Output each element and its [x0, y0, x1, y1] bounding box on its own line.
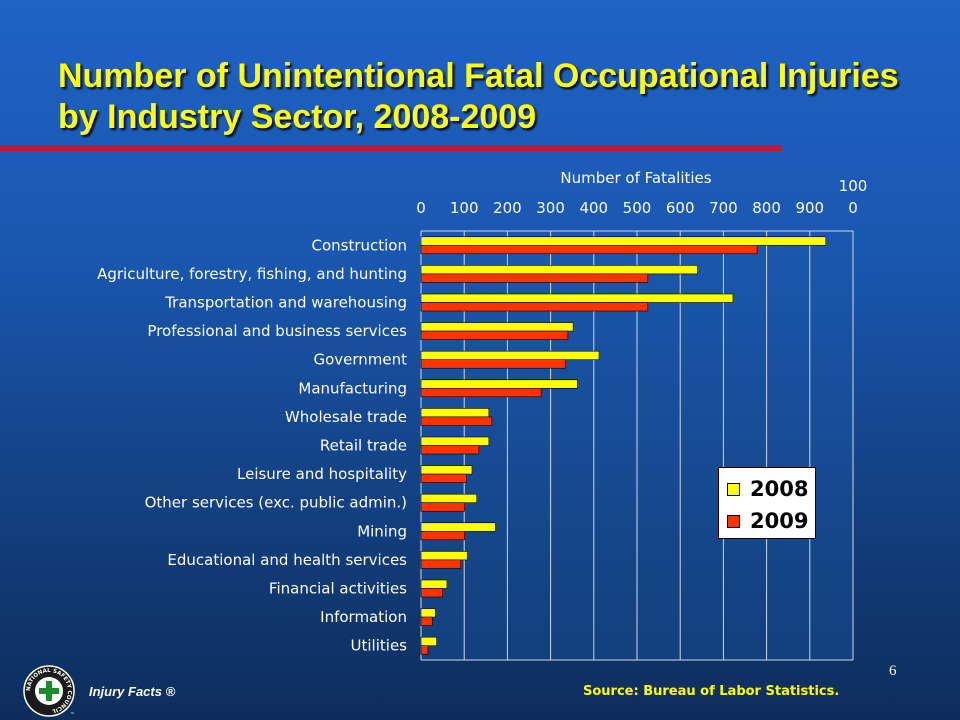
category-label: Financial activities [269, 580, 407, 598]
category-label: Government [313, 351, 407, 369]
bar-2008 [420, 408, 490, 418]
category-label: Mining [357, 522, 407, 540]
category-label: Agriculture, forestry, fishing, and hunt… [97, 265, 407, 283]
category-label: Utilities [351, 637, 408, 655]
legend: 2008 2009 [718, 467, 816, 539]
legend-item-2008: 2008 [727, 476, 808, 502]
x-tick-label: 600 [666, 199, 695, 217]
bar-2008 [420, 322, 574, 332]
title-rule [0, 145, 782, 151]
x-tick-label: 200 [493, 199, 522, 217]
x-tick-label: 300 [536, 199, 565, 217]
x-axis-title: Number of Fatalities [560, 169, 711, 187]
nsc-logo-icon: NATIONAL SAFETY COUNCIL ™ [23, 665, 75, 718]
bar-2009 [420, 502, 465, 512]
bar-2008 [420, 579, 448, 589]
bar-2009 [420, 445, 480, 455]
bar-2009 [420, 645, 429, 655]
bar-2009 [420, 245, 758, 255]
x-tick-label: 100 [450, 199, 479, 217]
legend-swatch-2009 [727, 514, 740, 528]
category-label: Retail trade [320, 437, 407, 455]
bar-2008 [420, 636, 437, 647]
bar-2008 [420, 522, 496, 532]
bar-2009 [420, 359, 567, 369]
legend-swatch-2008 [727, 482, 740, 496]
category-label: Information [320, 608, 407, 626]
legend-label-2008: 2008 [750, 477, 809, 501]
x-tick-label: 400 [579, 199, 608, 217]
x-tick-label: 0 [848, 199, 858, 217]
x-tick-label: 0 [416, 199, 426, 217]
category-label: Wholesale trade [285, 408, 407, 426]
page-number: 6 [889, 663, 897, 679]
brand-text: Injury Facts ® [89, 684, 176, 699]
bar-2008 [420, 350, 600, 361]
bar-2008 [420, 236, 827, 246]
bar-2008 [420, 265, 698, 275]
bar-2009 [420, 330, 569, 340]
category-label: Transportation and warehousing [164, 294, 407, 312]
category-label: Educational and health services [167, 551, 407, 569]
bar-2009 [420, 387, 542, 398]
bar-2009 [420, 559, 462, 569]
logo-trademark: ™ [70, 712, 75, 718]
x-tick-label: 800 [752, 199, 781, 217]
x-tick-label: 900 [795, 199, 824, 217]
bar-2009 [420, 273, 649, 283]
bar-2009 [420, 588, 443, 598]
bar-2008 [420, 293, 734, 303]
bar-2009 [420, 302, 649, 312]
category-label: Manufacturing [298, 379, 407, 397]
bar-2009 [420, 416, 493, 426]
bar-2009 [420, 530, 465, 541]
bar-2008 [420, 436, 490, 446]
category-label: Construction [311, 236, 407, 254]
bar-2008 [420, 608, 436, 618]
source-note: Source: Bureau of Labor Statistics. [583, 684, 840, 699]
category-label: Leisure and hospitality [237, 465, 407, 483]
x-tick-label: 500 [623, 199, 652, 217]
bar-2009 [420, 616, 433, 626]
category-label: Professional and business services [147, 322, 407, 340]
legend-item-2009: 2009 [727, 508, 808, 534]
legend-label-2009: 2009 [750, 509, 809, 533]
category-label: Other services (exc. public admin.) [145, 494, 407, 512]
x-tick-label: 100 [839, 177, 868, 195]
slide-title: Number of Unintentional Fatal Occupation… [58, 57, 899, 136]
bar-2008 [420, 465, 473, 475]
bar-2009 [420, 473, 467, 483]
bar-2008 [420, 493, 478, 504]
bar-2008 [420, 551, 468, 561]
bar-2008 [420, 379, 578, 389]
x-tick-label: 700 [709, 199, 738, 217]
